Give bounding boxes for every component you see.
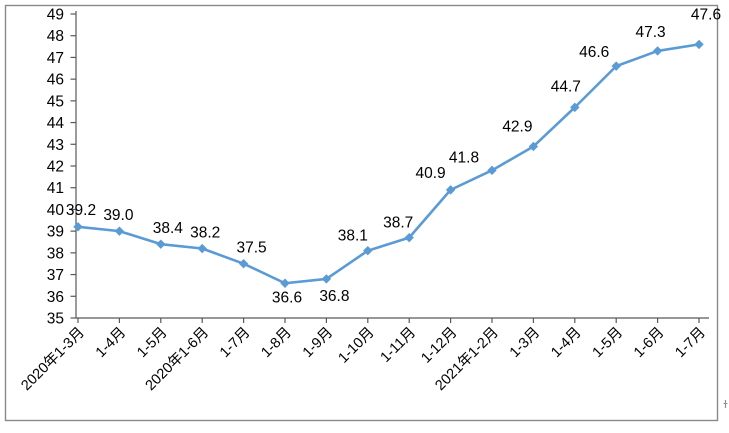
y-tick-label: 35 (47, 311, 64, 328)
data-point-label: 39.0 (103, 207, 134, 224)
data-point-marker (280, 278, 290, 288)
data-point-marker (156, 239, 166, 249)
data-point-label: 38.2 (190, 225, 220, 242)
data-point-marker (321, 274, 332, 284)
data-point-label: 38.4 (153, 220, 184, 237)
data-point-label: 42.9 (502, 118, 532, 135)
data-point-label: 41.8 (449, 149, 479, 166)
data-point-label: 38.7 (383, 215, 413, 232)
data-point-marker (570, 102, 580, 113)
y-tick-label: 39 (47, 224, 64, 241)
data-point-marker (238, 259, 249, 269)
data-point-marker (528, 141, 539, 152)
y-tick-label: 42 (47, 159, 64, 176)
data-point-marker (197, 243, 207, 254)
y-tick-label: 38 (47, 245, 64, 262)
y-tick-label: 46 (47, 72, 64, 89)
data-point-marker (363, 245, 373, 256)
chart-border (4, 4, 719, 422)
data-point-marker (114, 226, 125, 236)
y-tick-label: 49 (47, 7, 64, 24)
y-tick-label: 40 (47, 202, 65, 219)
data-point-label: 39.2 (66, 202, 96, 219)
data-point-marker (487, 165, 497, 176)
data-point-label: 44.7 (551, 78, 581, 95)
data-point-marker (611, 61, 621, 71)
data-point-marker (73, 222, 83, 232)
data-point-marker (445, 185, 456, 195)
data-point-marker (404, 232, 414, 243)
y-tick-label: 47 (47, 50, 64, 67)
data-point-label: 36.6 (272, 289, 302, 306)
data-point-label: 47.6 (691, 6, 721, 23)
data-point-marker (652, 46, 663, 56)
data-series-line (76, 43, 701, 285)
y-tick-label: 43 (47, 137, 64, 154)
data-point-label: 47.3 (636, 24, 666, 41)
data-point-label: 37.5 (237, 240, 267, 257)
data-point-label: 40.9 (416, 165, 446, 182)
y-tick-label: 48 (47, 28, 64, 45)
y-tick-label: 41 (47, 180, 64, 197)
data-point-label: 38.1 (338, 228, 368, 245)
data-point-marker (694, 39, 704, 50)
data-point-label: 46.6 (579, 44, 609, 61)
data-point-label: 36.8 (319, 288, 349, 305)
y-tick-label: 44 (47, 115, 65, 132)
y-tick-label: 37 (47, 267, 64, 284)
y-tick-label: 45 (47, 93, 64, 110)
y-tick-label: 36 (47, 289, 64, 306)
